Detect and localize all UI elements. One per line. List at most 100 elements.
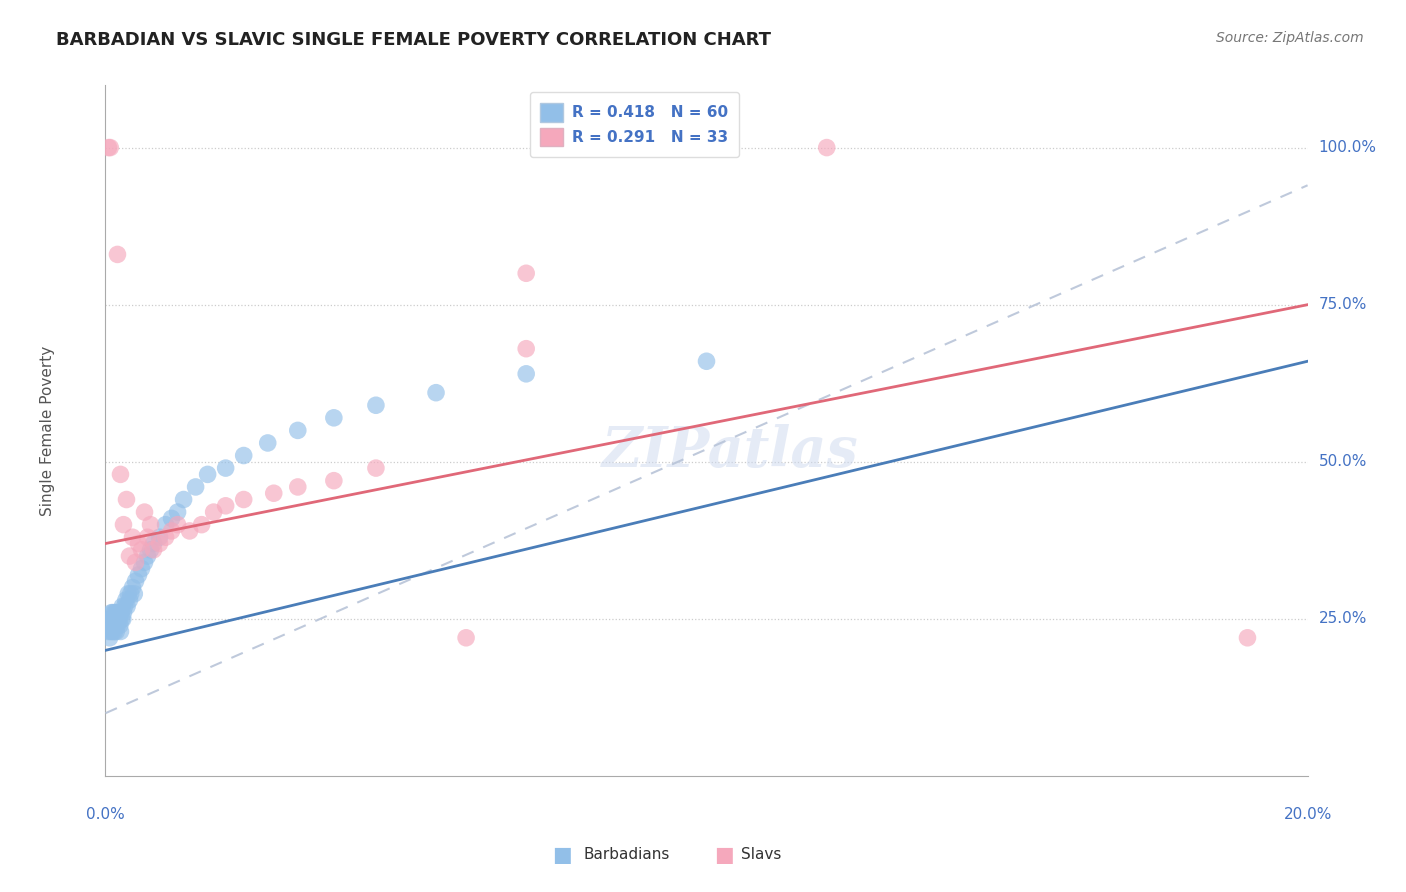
Point	[139, 517, 162, 532]
Point	[111, 599, 134, 614]
Point	[128, 536, 150, 550]
Point	[515, 266, 537, 280]
Point	[134, 505, 156, 519]
Point	[160, 511, 183, 525]
Point	[214, 461, 236, 475]
Point	[136, 530, 159, 544]
Point	[131, 562, 153, 576]
Point	[112, 606, 135, 620]
Point	[112, 517, 135, 532]
Point	[696, 354, 718, 368]
Point	[155, 530, 177, 544]
Text: ■: ■	[714, 845, 734, 864]
Point	[263, 486, 285, 500]
Point	[166, 505, 188, 519]
Point	[287, 480, 309, 494]
Point	[107, 618, 129, 632]
Point	[103, 606, 125, 620]
Point	[1236, 631, 1258, 645]
Point	[101, 624, 124, 639]
Point	[110, 467, 132, 482]
Point	[104, 618, 127, 632]
Point	[131, 542, 153, 557]
Point	[115, 599, 138, 614]
Text: 25.0%: 25.0%	[1319, 611, 1367, 626]
Point	[364, 461, 387, 475]
Point	[101, 606, 124, 620]
Point	[105, 612, 128, 626]
Point	[110, 624, 132, 639]
Point	[107, 612, 129, 626]
Point	[364, 398, 387, 412]
Point	[190, 517, 212, 532]
Text: Source: ZipAtlas.com: Source: ZipAtlas.com	[1216, 31, 1364, 45]
Point	[148, 536, 170, 550]
Point	[139, 542, 162, 557]
Point	[108, 612, 131, 626]
Point	[322, 474, 344, 488]
Point	[120, 587, 142, 601]
Point	[136, 549, 159, 563]
Point	[214, 499, 236, 513]
Point	[115, 593, 138, 607]
Point	[202, 505, 225, 519]
Point	[166, 517, 188, 532]
Point	[98, 631, 121, 645]
Point	[104, 612, 127, 626]
Point	[118, 593, 141, 607]
Point	[232, 449, 254, 463]
Point	[173, 492, 195, 507]
Point	[100, 606, 122, 620]
Point	[121, 581, 143, 595]
Point	[142, 542, 165, 557]
Point	[121, 530, 143, 544]
Text: ■: ■	[553, 845, 572, 864]
Point	[98, 140, 121, 154]
Point	[103, 618, 125, 632]
Point	[97, 624, 120, 639]
Point	[103, 612, 125, 626]
Text: ZIPatlas: ZIPatlas	[602, 424, 859, 479]
Point	[124, 574, 146, 589]
Text: 75.0%: 75.0%	[1319, 297, 1367, 312]
Text: 0.0%: 0.0%	[86, 806, 125, 822]
Point	[110, 606, 132, 620]
Text: 50.0%: 50.0%	[1319, 454, 1367, 469]
Point	[105, 624, 128, 639]
Point	[425, 385, 447, 400]
Text: 20.0%: 20.0%	[1284, 806, 1331, 822]
Point	[197, 467, 219, 482]
Legend: R = 0.418   N = 60, R = 0.291   N = 33: R = 0.418 N = 60, R = 0.291 N = 33	[530, 93, 740, 157]
Text: Single Female Poverty: Single Female Poverty	[41, 345, 55, 516]
Text: 100.0%: 100.0%	[1319, 140, 1376, 155]
Point	[124, 555, 146, 569]
Point	[100, 618, 122, 632]
Point	[148, 530, 170, 544]
Point	[111, 612, 134, 626]
Point	[97, 140, 120, 154]
Point	[98, 612, 121, 626]
Point	[179, 524, 201, 538]
Point	[815, 140, 838, 154]
Text: BARBADIAN VS SLAVIC SINGLE FEMALE POVERTY CORRELATION CHART: BARBADIAN VS SLAVIC SINGLE FEMALE POVERT…	[56, 31, 772, 49]
Text: Barbadians: Barbadians	[583, 847, 669, 862]
Point	[105, 606, 128, 620]
Point	[118, 549, 141, 563]
Point	[108, 618, 131, 632]
Point	[155, 517, 177, 532]
Point	[101, 612, 124, 626]
Text: Slavs: Slavs	[741, 847, 782, 862]
Point	[515, 367, 537, 381]
Point	[114, 599, 136, 614]
Point	[515, 342, 537, 356]
Point	[454, 631, 477, 645]
Point	[124, 587, 146, 601]
Point	[115, 492, 138, 507]
Point	[142, 536, 165, 550]
Point	[184, 480, 207, 494]
Point	[322, 410, 344, 425]
Point	[111, 612, 134, 626]
Point	[128, 568, 150, 582]
Point	[160, 524, 183, 538]
Point	[117, 587, 139, 601]
